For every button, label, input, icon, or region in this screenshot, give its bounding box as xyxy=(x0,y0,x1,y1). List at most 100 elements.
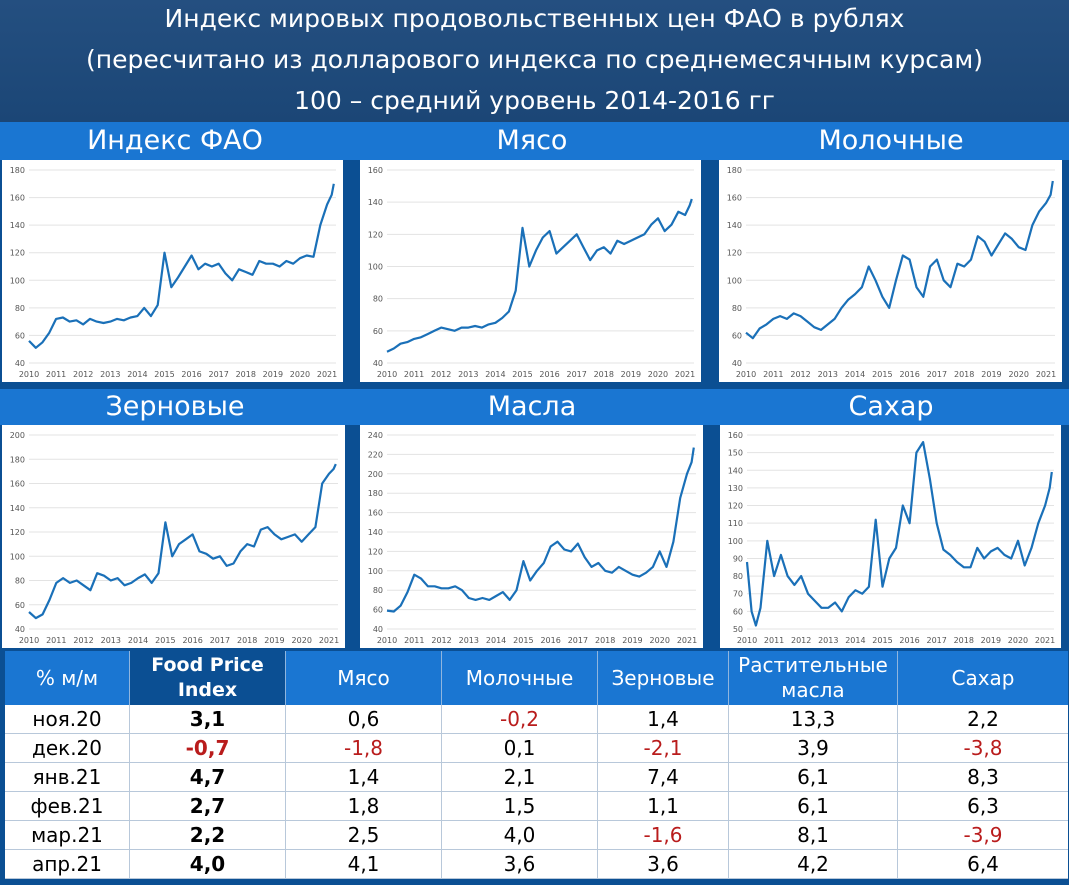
series-line xyxy=(745,441,1053,627)
value-cell: 3,1 xyxy=(129,705,286,734)
x-tick-label: 2015 xyxy=(512,370,532,379)
x-tick-label: 2020 xyxy=(650,636,670,645)
y-tick-label: 120 xyxy=(728,502,743,511)
x-tick-label: 2017 xyxy=(926,636,946,645)
x-tick-label: 2016 xyxy=(539,370,559,379)
y-tick-label: 140 xyxy=(10,504,25,513)
y-tick-label: 60 xyxy=(15,331,25,340)
chart-svg: 50 60 70 80 90 100 110 120 130 140 150 160 2010 2011 2… xyxy=(728,431,1056,645)
y-tick-label: 180 xyxy=(10,455,25,464)
y-tick-label: 80 xyxy=(373,295,383,304)
x-tick-label: 2018 xyxy=(954,370,974,379)
x-tick-label: 2019 xyxy=(263,370,283,379)
y-tick-label: 140 xyxy=(727,221,742,230)
x-tick-label: 2013 xyxy=(100,370,120,379)
panel-title-sugar: Сахар xyxy=(848,391,934,422)
x-tick-label: 2017 xyxy=(208,370,228,379)
y-tick-label: 60 xyxy=(15,601,25,610)
header: Индекс мировых продовольственных цен ФАО… xyxy=(0,0,1069,122)
x-tick-label: 2014 xyxy=(127,370,147,379)
y-tick-label: 140 xyxy=(368,198,383,207)
x-tick-label: 2021 xyxy=(1035,636,1055,645)
x-tick-label: 2018 xyxy=(594,370,614,379)
y-tick-label: 60 xyxy=(373,327,383,336)
row-period-cell: ноя.20 xyxy=(5,705,130,734)
panel-title-meat: Мясо xyxy=(496,125,568,156)
x-tick-label: 2010 xyxy=(19,370,39,379)
header-oils: Растительные масла xyxy=(728,651,898,705)
chart-fao: 40 60 80 100 120 140 160 180 2010 2011 2012 2013 201… xyxy=(2,160,343,382)
y-tick-label: 160 xyxy=(10,480,25,489)
value-cell: 7,4 xyxy=(597,762,729,792)
value-cell: 1,8 xyxy=(285,791,442,821)
header-title-line2: (пересчитано из долларового индекса по с… xyxy=(86,45,983,74)
value-cell: 1,5 xyxy=(441,791,598,821)
panel-title-oils: Масла xyxy=(487,391,577,422)
header-sugar: Сахар xyxy=(897,651,1068,705)
x-tick-label: 2012 xyxy=(790,370,810,379)
y-tick-label: 80 xyxy=(732,304,742,313)
value-cell: 0,6 xyxy=(285,705,442,734)
y-tick-label: 70 xyxy=(733,590,743,599)
table-row: мар.21 2,2 2,5 4,0 -1,6 8,1 -3,9 xyxy=(5,820,1068,850)
title-band-middle xyxy=(0,389,1069,425)
y-tick-label: 130 xyxy=(728,484,743,493)
chart-svg: 40 60 80 100 120 140 160 180 2010 2011 2012 2013 201… xyxy=(10,166,338,379)
y-tick-label: 80 xyxy=(733,572,743,581)
panel-title-cereals: Зерновые xyxy=(105,391,245,422)
value-cell: 1,4 xyxy=(285,762,442,792)
value-cell: 4,2 xyxy=(728,849,898,879)
x-tick-label: 2020 xyxy=(290,370,310,379)
x-tick-label: 2011 xyxy=(46,636,66,645)
x-tick-label: 2013 xyxy=(818,370,838,379)
x-tick-label: 2016 xyxy=(182,636,202,645)
y-tick-label: 160 xyxy=(368,509,383,518)
row-period-cell: апр.21 xyxy=(5,849,130,879)
chart-sugar: 50 60 70 80 90 100 110 120 130 140 150 160 2010 2011 2… xyxy=(720,425,1061,648)
y-tick-label: 160 xyxy=(728,431,743,440)
x-tick-label: 2020 xyxy=(292,636,312,645)
x-tick-label: 2017 xyxy=(927,370,947,379)
x-tick-label: 2020 xyxy=(1009,370,1029,379)
value-cell: 2,5 xyxy=(285,820,442,850)
value-cell: 2,1 xyxy=(441,762,598,792)
series-line xyxy=(386,198,693,353)
x-tick-label: 2013 xyxy=(459,636,479,645)
y-tick-label: 100 xyxy=(10,276,25,285)
y-tick-label: 50 xyxy=(733,625,743,634)
x-tick-label: 2019 xyxy=(264,636,284,645)
y-tick-label: 180 xyxy=(10,166,25,175)
value-cell: 1,1 xyxy=(597,791,729,821)
y-tick-label: 80 xyxy=(15,577,25,586)
y-tick-label: 80 xyxy=(15,304,25,313)
y-tick-label: 100 xyxy=(728,537,743,546)
table-row: ноя.20 3,1 0,6 -0,2 1,4 13,3 2,2 xyxy=(5,705,1068,734)
table-row: фев.21 2,7 1,8 1,5 1,1 6,1 6,3 xyxy=(5,791,1068,821)
y-tick-label: 100 xyxy=(727,276,742,285)
y-tick-label: 60 xyxy=(373,606,383,615)
value-cell: 4,0 xyxy=(441,820,598,850)
chart-svg: 40 60 80 100 120 140 160 180 2010 2011 2012 2013 201… xyxy=(727,166,1056,379)
y-tick-label: 200 xyxy=(368,470,383,479)
x-tick-label: 2018 xyxy=(595,636,615,645)
y-tick-label: 160 xyxy=(368,166,383,175)
header-meat: Мясо xyxy=(285,651,442,705)
series-line xyxy=(28,463,337,620)
table-body: ноя.20 3,1 0,6 -0,2 1,4 13,3 2,2 дек.20 -0,7 -1,8… xyxy=(5,705,1068,879)
x-tick-label: 2018 xyxy=(954,636,974,645)
y-tick-label: 120 xyxy=(368,547,383,556)
y-tick-label: 40 xyxy=(373,625,383,634)
x-tick-label: 2017 xyxy=(568,636,588,645)
y-tick-label: 100 xyxy=(368,263,383,272)
x-tick-label: 2017 xyxy=(566,370,586,379)
x-tick-label: 2015 xyxy=(872,636,892,645)
value-cell: 1,4 xyxy=(597,705,729,734)
x-tick-label: 2015 xyxy=(155,636,175,645)
table-header-row: % м/м Food Price Index Мясо Молочные Зер… xyxy=(5,651,1068,705)
value-cell: 3,6 xyxy=(597,849,729,879)
panel-title-fao: Индекс ФАО xyxy=(87,125,263,156)
value-cell: 3,6 xyxy=(441,849,598,879)
y-tick-label: 120 xyxy=(10,528,25,537)
chart-svg: 40 60 80 100 120 140 160 2010 2011 2012 2013 2014 20… xyxy=(368,166,696,379)
x-tick-label: 2011 xyxy=(404,636,424,645)
